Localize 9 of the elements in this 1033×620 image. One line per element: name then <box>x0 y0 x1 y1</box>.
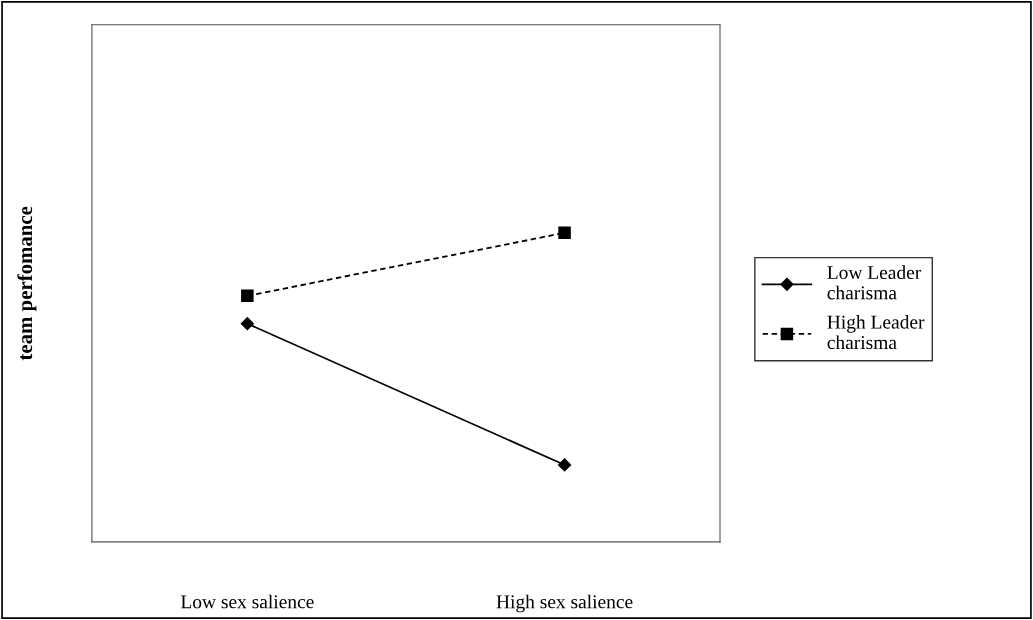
point <box>557 458 572 472</box>
x-tick-label: High sex salience <box>496 594 633 613</box>
legend-label: High Leader charisma <box>827 315 925 350</box>
x-tick-label: Low sex salience <box>180 594 314 609</box>
point <box>241 289 254 303</box>
y-axis-title: team perfomance <box>17 206 37 361</box>
legend-label: Low Leader charisma <box>827 265 922 300</box>
point <box>558 226 571 240</box>
point <box>240 317 254 331</box>
